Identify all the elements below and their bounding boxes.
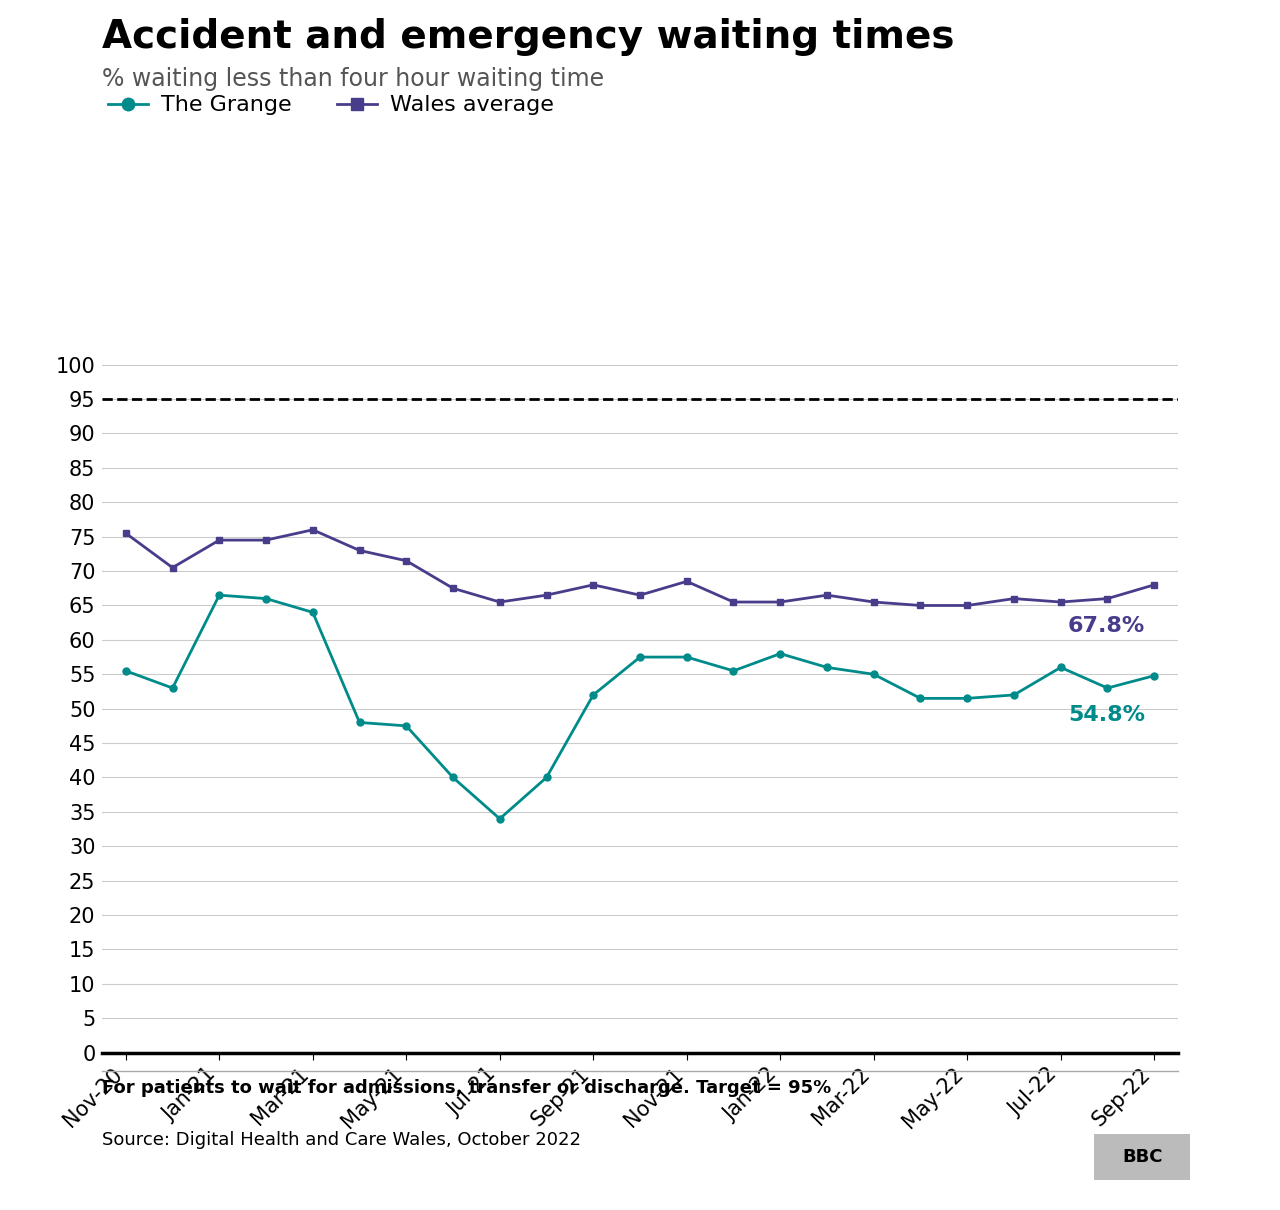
Text: Source: Digital Health and Care Wales, October 2022: Source: Digital Health and Care Wales, O… [102, 1131, 581, 1150]
Legend: The Grange, Wales average: The Grange, Wales average [108, 96, 554, 115]
Text: For patients to wait for admissions, transfer or discharge. Target = 95%: For patients to wait for admissions, tra… [102, 1079, 832, 1097]
Text: BBC: BBC [1123, 1148, 1162, 1165]
Text: Accident and emergency waiting times: Accident and emergency waiting times [102, 18, 955, 56]
Text: % waiting less than four hour waiting time: % waiting less than four hour waiting ti… [102, 67, 604, 91]
Text: 54.8%: 54.8% [1068, 705, 1144, 725]
Text: 67.8%: 67.8% [1068, 616, 1144, 635]
